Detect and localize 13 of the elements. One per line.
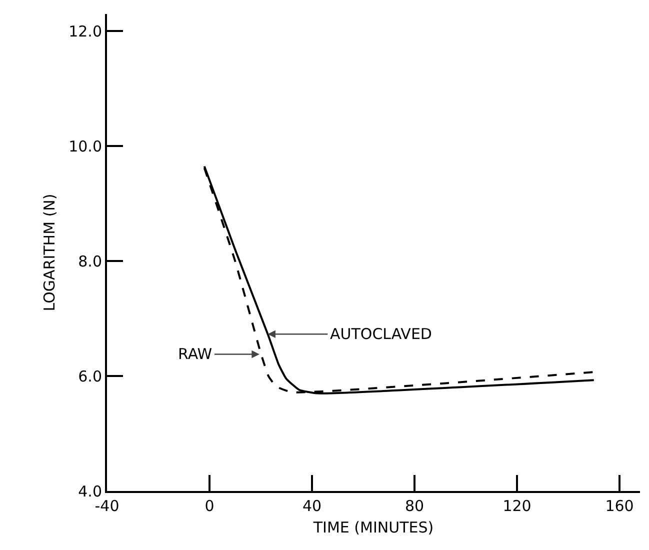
- x-tick-label: 40: [302, 497, 322, 515]
- x-tick-label: 120: [502, 497, 532, 515]
- y-tick-label: 12.0: [68, 22, 102, 40]
- x-axis-title: TIME (MINUTES): [312, 518, 434, 536]
- annotation: AUTOCLAVED: [330, 325, 432, 343]
- y-tick-label: 6.0: [78, 367, 102, 386]
- x-tick-label: 160: [605, 497, 634, 515]
- y-tick-label: 8.0: [78, 252, 102, 270]
- annotation: RAW: [178, 345, 212, 363]
- y-tick-label: 10.0: [68, 137, 102, 156]
- x-tick-label: 0: [204, 497, 214, 515]
- x-tick-label: 80: [404, 497, 424, 515]
- y-axis-title: LOGARITHM (N): [40, 194, 58, 312]
